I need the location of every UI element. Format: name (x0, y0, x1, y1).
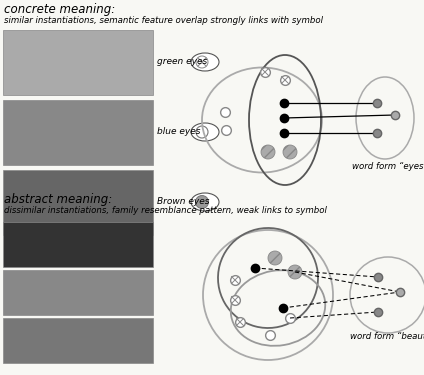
Text: green eyes: green eyes (157, 57, 207, 66)
Text: Brown eyes: Brown eyes (157, 198, 209, 207)
Circle shape (283, 145, 297, 159)
Circle shape (261, 145, 275, 159)
Circle shape (268, 251, 282, 265)
Bar (3, 222, 153, 267)
Text: blue eyes: blue eyes (157, 128, 201, 136)
Bar (3, 170, 153, 235)
Ellipse shape (191, 123, 219, 141)
Text: similar instantiations, semantic feature overlap strongly links with symbol: similar instantiations, semantic feature… (4, 16, 323, 25)
Ellipse shape (191, 53, 219, 71)
Text: abstract meaning:: abstract meaning: (4, 193, 112, 206)
Bar (3, 270, 153, 315)
Text: word form “beauty”: word form “beauty” (350, 332, 424, 341)
Text: concrete meaning:: concrete meaning: (4, 3, 115, 16)
Circle shape (196, 126, 208, 138)
Text: word form “eyes”: word form “eyes” (352, 162, 424, 171)
Bar (3, 318, 153, 363)
Ellipse shape (191, 193, 219, 211)
Circle shape (195, 195, 209, 208)
Bar (3, 30, 153, 95)
Bar (3, 100, 153, 165)
Circle shape (288, 265, 302, 279)
Circle shape (196, 56, 208, 68)
Text: dissimilar instantiations, family resemblance pattern, weak links to symbol: dissimilar instantiations, family resemb… (4, 206, 327, 215)
